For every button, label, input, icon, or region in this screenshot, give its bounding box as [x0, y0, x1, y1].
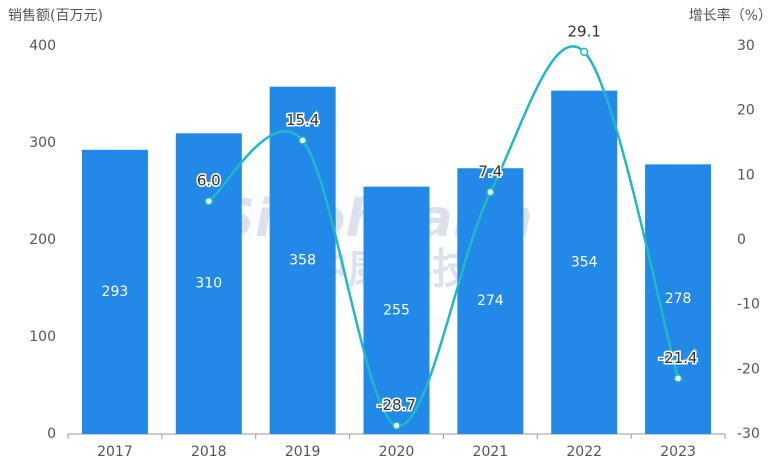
line-value-label: 15.4	[286, 111, 319, 129]
y2-tick-label: 30	[737, 38, 755, 54]
line-value-label: -21.4	[659, 349, 698, 367]
y-tick-label: 200	[29, 232, 56, 248]
line-point	[298, 136, 307, 145]
x-tick-label: 2023	[660, 444, 696, 460]
x-tick-label: 2022	[566, 444, 602, 460]
bar-value-label: 278	[665, 291, 692, 307]
x-tick-label: 2021	[473, 444, 509, 460]
x-tick-label: 2020	[379, 444, 415, 460]
line-point	[579, 47, 589, 57]
bar-value-label: 310	[195, 276, 222, 292]
y2-tick-label: 20	[737, 103, 755, 119]
y2-tick-label: -10	[737, 297, 760, 313]
y-tick-label: 300	[29, 135, 56, 151]
line-value-label: 7.4	[478, 163, 502, 181]
line-value-label: 6.0	[197, 172, 221, 190]
y2-tick-label: -20	[737, 361, 760, 377]
bar-value-label: 354	[571, 254, 598, 270]
bar	[551, 90, 618, 435]
line-point	[486, 187, 495, 197]
line-point	[673, 374, 683, 383]
y2-axis-title: 增长率（%）	[689, 7, 772, 24]
y2-tick-label: 0	[737, 232, 746, 248]
line-value-label: 29.1	[568, 22, 601, 40]
bar	[363, 186, 430, 434]
y-tick-label: 400	[29, 38, 56, 54]
line-value-label: -28.7	[377, 396, 416, 414]
bar	[457, 168, 524, 434]
y2-tick-label: 10	[737, 167, 755, 183]
bar-value-label: 358	[289, 252, 316, 268]
x-tick-label: 2018	[191, 444, 227, 460]
bar-value-label: 255	[383, 302, 410, 318]
y2-tick-label: -30	[737, 426, 760, 442]
y-tick-label: 0	[47, 426, 56, 442]
y-tick-label: 100	[29, 329, 56, 345]
x-tick-label: 2017	[97, 444, 133, 460]
x-tick-label: 2019	[285, 444, 321, 460]
bar	[175, 133, 242, 435]
bar	[81, 149, 148, 435]
line-point	[204, 196, 214, 206]
bar-value-label: 293	[102, 284, 129, 300]
bar	[645, 164, 712, 434]
line-point	[392, 421, 401, 430]
bar-value-label: 274	[477, 293, 504, 309]
y-axis-title: 销售额(百万元)	[8, 8, 103, 24]
